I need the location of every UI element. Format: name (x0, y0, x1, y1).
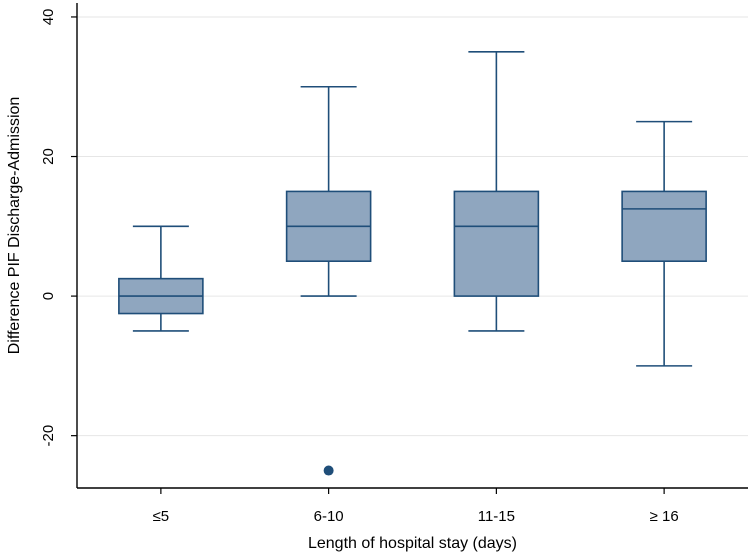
y-tick-label-1: 0 (40, 292, 57, 300)
box-2 (453, 51, 540, 332)
x-tick-labels: ≤5 6-10 11-15 ≥ 16 (153, 488, 679, 525)
x-tick-label-0: ≤5 (153, 508, 170, 525)
box-1 (285, 85, 372, 476)
y-axis-title: Difference PIF Discharge-Admission (6, 97, 23, 355)
x-tick-label-2: 11-15 (478, 508, 515, 525)
iqr-box (453, 190, 540, 297)
x-axis-title: Length of hospital stay (days) (308, 535, 517, 552)
outlier-point-0 (323, 465, 334, 476)
axes (76, 3, 748, 489)
y-tick-labels: -20 0 20 40 (40, 9, 77, 447)
box-series (118, 51, 707, 476)
y-tick-label-2: 20 (40, 148, 57, 165)
iqr-box (621, 190, 707, 263)
box-0 (118, 225, 204, 332)
x-tick-label-3: ≥ 16 (650, 508, 679, 525)
x-tick-label-1: 6-10 (314, 508, 344, 525)
y-tick-label-3: 40 (40, 9, 57, 26)
box-3 (621, 120, 707, 367)
y-tick-label-0: -20 (40, 425, 57, 447)
